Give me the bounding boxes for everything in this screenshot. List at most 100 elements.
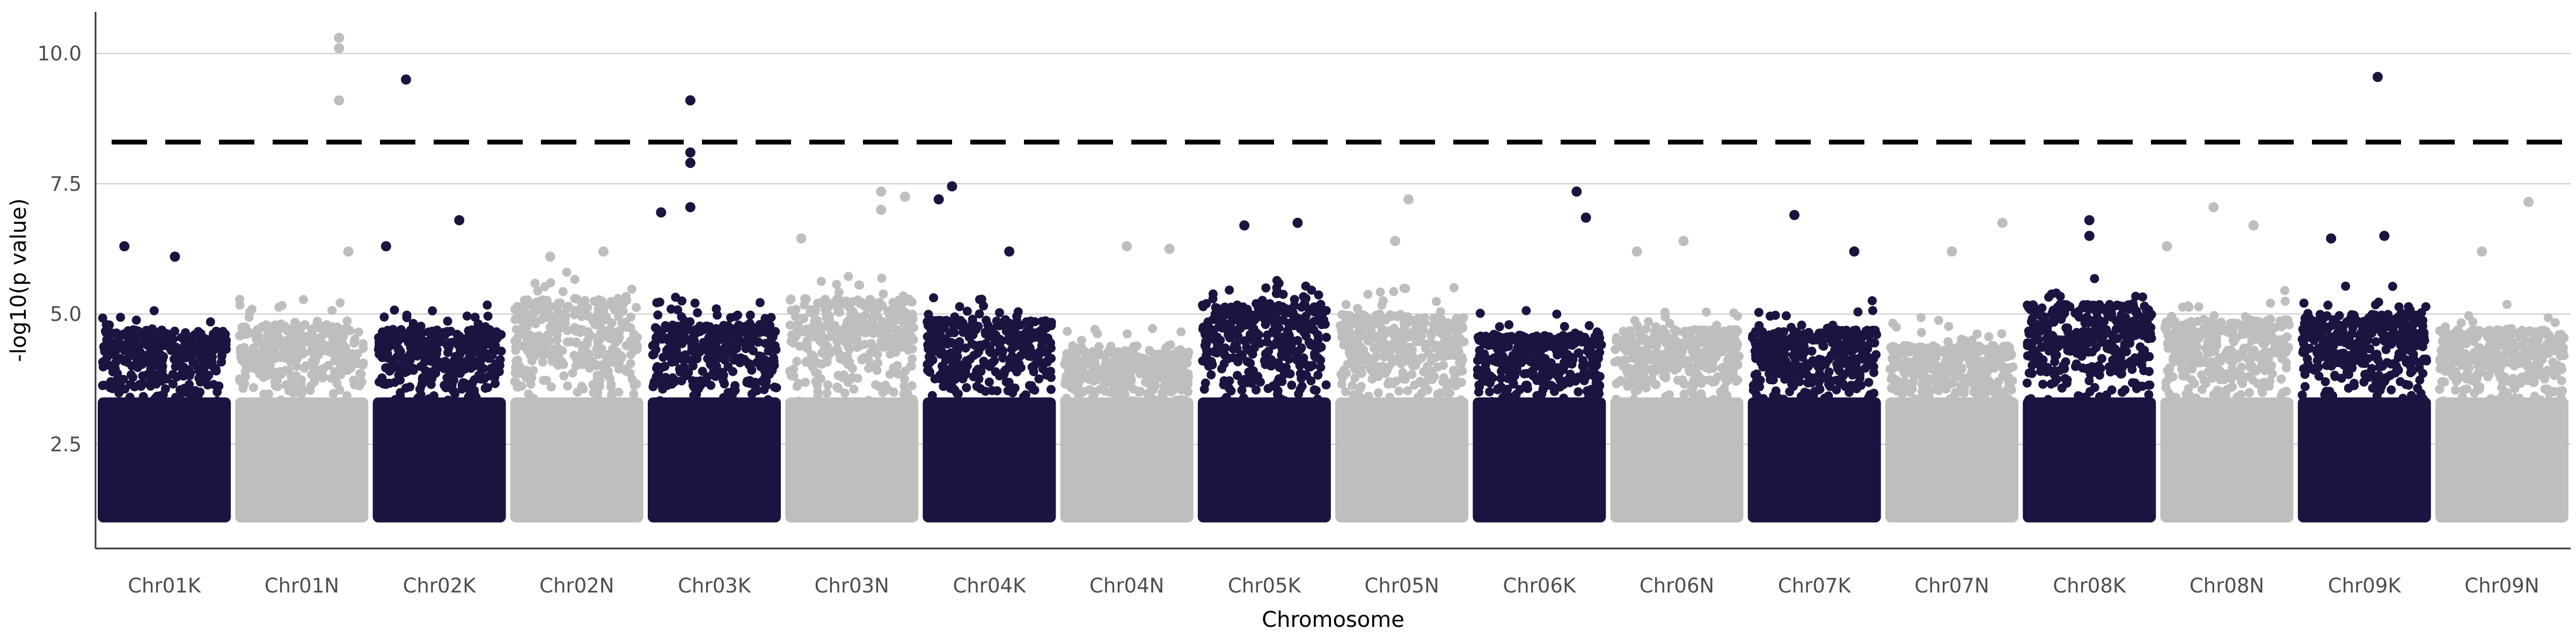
data-point	[1200, 341, 1210, 350]
data-point	[789, 371, 799, 381]
data-point	[319, 372, 328, 382]
data-point	[119, 241, 130, 252]
data-point	[1239, 393, 1248, 402]
data-point	[244, 312, 254, 322]
data-point	[1451, 381, 1461, 391]
data-point	[380, 241, 391, 252]
data-point	[1784, 339, 1794, 348]
data-point	[98, 362, 108, 372]
data-point	[1062, 360, 1072, 370]
data-point	[211, 364, 221, 374]
data-point	[1475, 309, 1485, 318]
data-point	[1198, 356, 1208, 366]
data-point	[2409, 310, 2418, 320]
point-mass	[923, 397, 1056, 523]
data-point	[707, 328, 716, 338]
data-point	[1267, 301, 1276, 311]
chromosome-points	[1060, 241, 1194, 523]
data-point	[1370, 319, 1380, 328]
data-point	[271, 323, 281, 333]
data-point	[1789, 363, 1798, 372]
data-point	[1585, 345, 1595, 354]
data-point	[1297, 343, 1306, 353]
data-point	[1547, 399, 1556, 408]
data-point	[888, 317, 897, 326]
data-point	[677, 376, 686, 386]
data-point	[149, 372, 158, 382]
data-point	[811, 377, 821, 386]
data-point	[412, 323, 422, 332]
data-point	[1538, 368, 1548, 378]
data-point	[1568, 355, 1578, 364]
data-point	[877, 273, 887, 283]
data-point	[353, 359, 363, 369]
data-point	[194, 374, 204, 383]
data-point	[1590, 332, 1600, 342]
data-point	[843, 342, 853, 352]
data-point	[552, 330, 562, 340]
data-point	[706, 380, 716, 390]
data-point	[1145, 398, 1154, 407]
data-point	[1287, 344, 1297, 354]
data-point	[1225, 320, 1235, 330]
chromosome-points	[510, 246, 643, 523]
data-point	[690, 298, 700, 308]
data-point	[1419, 313, 1429, 323]
data-point	[1218, 396, 1228, 406]
data-point	[270, 368, 280, 377]
data-point	[940, 364, 950, 374]
data-point	[1314, 290, 1323, 300]
data-point	[864, 396, 874, 405]
data-point	[1129, 363, 1139, 372]
data-point	[1408, 346, 1417, 355]
data-point	[2379, 230, 2390, 241]
data-point	[1090, 325, 1100, 334]
data-point	[819, 299, 829, 309]
data-point	[1159, 374, 1168, 384]
data-point	[787, 305, 796, 315]
data-point	[738, 399, 748, 409]
data-point	[402, 313, 412, 323]
data-point	[324, 399, 334, 409]
data-point	[2090, 274, 2099, 283]
data-point	[1010, 383, 1020, 393]
data-point	[1487, 397, 1497, 406]
data-point	[553, 305, 562, 314]
data-point	[489, 370, 499, 379]
data-point	[2121, 313, 2131, 323]
data-point	[382, 331, 391, 341]
data-point	[330, 356, 340, 365]
data-point	[1226, 386, 1236, 396]
data-point	[1122, 241, 1132, 252]
data-point	[1279, 369, 1289, 379]
data-point	[1784, 374, 1794, 384]
data-point	[1429, 313, 1439, 323]
data-point	[2147, 333, 2156, 343]
data-point	[1751, 327, 1760, 336]
data-point	[1444, 399, 1454, 409]
data-point	[929, 293, 939, 303]
data-point	[685, 95, 696, 106]
data-point	[283, 326, 292, 336]
data-point	[865, 325, 874, 335]
data-point	[1495, 322, 1504, 332]
data-point	[160, 384, 170, 394]
data-point	[980, 327, 990, 337]
data-point	[443, 396, 453, 405]
data-point	[939, 382, 948, 391]
data-point	[1204, 361, 1213, 371]
data-point	[2375, 385, 2385, 395]
data-point	[1226, 302, 1236, 312]
data-point	[2419, 332, 2429, 342]
data-point	[1160, 360, 1170, 370]
data-point	[1356, 382, 1366, 391]
point-mass	[98, 397, 231, 523]
data-point	[1781, 363, 1790, 373]
data-point	[649, 349, 658, 359]
data-point	[1411, 361, 1421, 370]
data-point	[877, 323, 887, 332]
data-point	[1427, 375, 1437, 384]
data-point	[131, 316, 141, 325]
data-point	[1201, 330, 1210, 339]
chromosome-points	[923, 181, 1056, 523]
